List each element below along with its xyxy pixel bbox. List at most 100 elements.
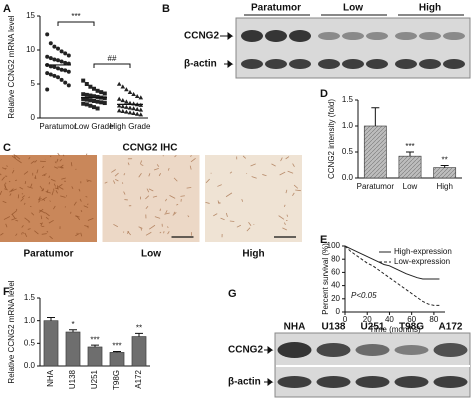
dot: [95, 94, 100, 99]
dot: [116, 108, 122, 113]
texture: [24, 217, 30, 222]
texture: [51, 191, 54, 196]
texture: [11, 210, 17, 216]
panel-letter: B: [162, 3, 170, 15]
y-axis-label: CCNG2 intensity (fold): [327, 99, 336, 179]
texture: [140, 164, 144, 166]
dot: [88, 93, 93, 98]
texture: [187, 215, 190, 218]
band: [316, 343, 351, 357]
texture: [28, 196, 31, 199]
band: [277, 342, 312, 358]
bracket: [93, 63, 131, 68]
texture: [248, 221, 252, 226]
y-tick-label: 100: [327, 241, 341, 250]
texture: [285, 156, 290, 160]
texture: [242, 155, 247, 159]
dot: [52, 65, 57, 69]
dot: [81, 92, 86, 97]
y-tick-label: 5: [31, 79, 36, 88]
dot: [59, 49, 64, 54]
texture: [271, 163, 276, 167]
dot: [131, 106, 136, 111]
texture: [140, 160, 143, 165]
band: [419, 32, 441, 40]
texture: [11, 217, 17, 221]
dot: [138, 95, 144, 100]
texture: [27, 186, 33, 189]
dot: [102, 91, 107, 96]
texture: [225, 212, 228, 217]
texture: [55, 190, 59, 194]
dot: [84, 92, 89, 97]
texture: [5, 223, 8, 228]
bar: [87, 346, 103, 367]
dot: [81, 78, 86, 83]
y-tick-label: 80: [331, 254, 340, 263]
dot: [92, 86, 96, 91]
ihc-title: CCNG2 IHC: [122, 143, 177, 154]
panel-letter: A: [3, 3, 11, 15]
texture: [49, 200, 51, 202]
texture: [0, 232, 4, 236]
texture: [153, 167, 159, 171]
arrow: [264, 346, 274, 354]
dot: [56, 58, 60, 63]
survival-line: [344, 245, 440, 306]
blot-group-label: High: [419, 3, 441, 14]
x-tick-label: U138: [68, 369, 77, 389]
annotation: ##: [108, 54, 117, 63]
texture: [284, 222, 286, 225]
arrow: [264, 378, 274, 386]
texture: [50, 178, 56, 182]
texture: [41, 166, 45, 169]
y-tick-label: 1.0: [342, 121, 354, 130]
bar: [131, 336, 147, 367]
texture: [148, 188, 154, 192]
dot: [92, 99, 96, 103]
texture: [159, 231, 162, 234]
dot: [127, 110, 133, 115]
texture: [115, 179, 119, 182]
dot: [66, 83, 71, 88]
dot: [88, 103, 93, 108]
texture: [213, 213, 218, 217]
texture: [173, 177, 178, 182]
dot: [120, 108, 126, 113]
texture: [8, 180, 11, 183]
texture: [19, 186, 24, 190]
texture: [165, 198, 167, 202]
annotation: P<0.05: [351, 291, 377, 300]
band: [394, 376, 429, 388]
band: [241, 30, 263, 42]
texture: [45, 191, 51, 194]
texture: [39, 185, 43, 190]
dot: [124, 99, 129, 104]
band: [443, 32, 465, 40]
legend-label: Low-expression: [394, 257, 450, 266]
blot-group-label: Low: [343, 3, 363, 14]
dot: [52, 73, 57, 78]
texture: [220, 217, 225, 221]
texture: [21, 195, 25, 199]
texture: [20, 198, 24, 202]
texture: [87, 217, 94, 221]
y-tick-label: 20: [331, 294, 340, 303]
legend-label: High-expression: [394, 247, 452, 256]
texture: [45, 216, 49, 220]
panel-letter: D: [320, 88, 328, 100]
band: [394, 345, 429, 355]
texture: [165, 210, 168, 214]
dot: [134, 93, 140, 99]
row-label: CCNG2: [228, 345, 263, 356]
texture: [11, 214, 16, 219]
y-tick-label: 1.0: [24, 316, 36, 325]
dot: [59, 67, 64, 72]
error-bar: [440, 165, 449, 168]
dot: [88, 84, 93, 89]
dot: [59, 59, 64, 64]
texture: [24, 181, 27, 184]
dot: [116, 103, 122, 108]
dot: [95, 106, 100, 111]
texture: [85, 195, 88, 198]
